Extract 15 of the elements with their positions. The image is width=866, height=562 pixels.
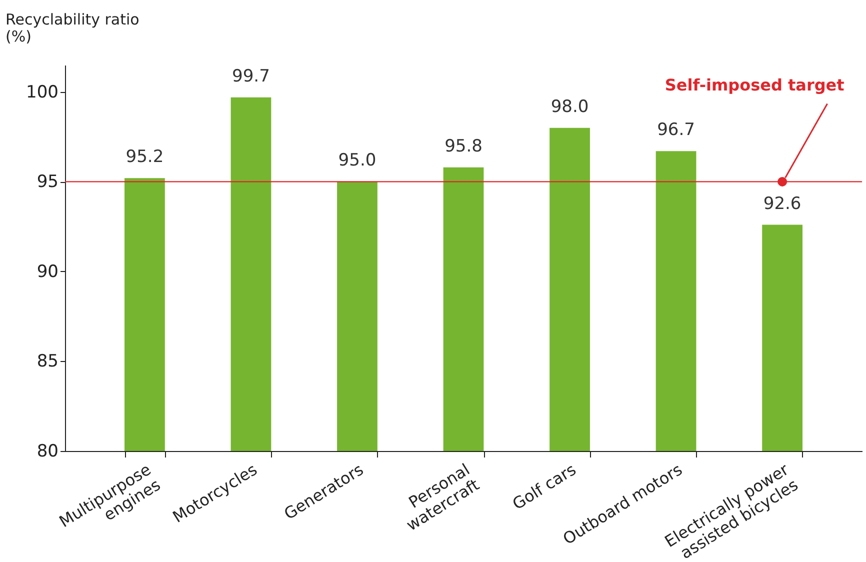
data-label: 99.7 bbox=[232, 66, 270, 86]
data-label: 95.2 bbox=[126, 147, 164, 168]
x-tick-label: Golf cars bbox=[509, 460, 580, 514]
data-label: 95.8 bbox=[444, 136, 482, 156]
y-tick-label: 80 bbox=[36, 442, 58, 462]
data-label: 98.0 bbox=[550, 96, 589, 117]
y-tick-label: 95 bbox=[36, 172, 58, 192]
y-tick-label: 90 bbox=[36, 262, 58, 282]
data-label: 92.6 bbox=[763, 194, 802, 214]
annotation: Self-imposed target bbox=[664, 76, 845, 95]
data-label: 96.7 bbox=[657, 120, 695, 140]
y-tick-label: 85 bbox=[36, 352, 58, 372]
y-tick-label: 100 bbox=[26, 82, 58, 102]
y-axis-title: Recyclability ratio (%) bbox=[6, 10, 140, 46]
data-label: 95.0 bbox=[338, 150, 376, 171]
